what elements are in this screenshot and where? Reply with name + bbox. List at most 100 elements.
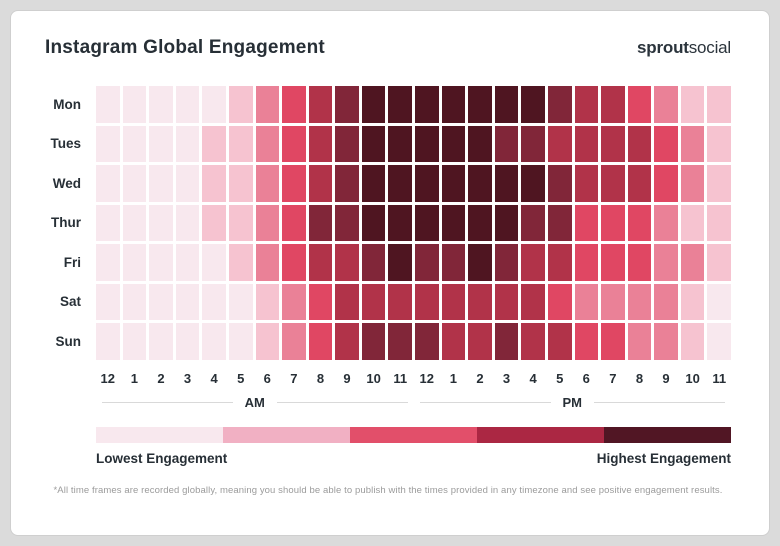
heatmap-cell-thur-10am: [361, 204, 386, 241]
heatmap-cell-sun-3pm: [494, 323, 519, 360]
heatmap-cell-thur-5pm: [547, 204, 572, 241]
heatmap-cell-sun-8pm: [627, 323, 652, 360]
heatmap-cell-wed-6pm: [574, 165, 599, 202]
hour-tick-12am: 12: [100, 370, 116, 386]
heatmap-cell-sun-10am: [361, 323, 386, 360]
heatmap-cell-fri-10am: [361, 244, 386, 281]
heatmap-cell-tues-5pm: [547, 125, 572, 162]
row-label-mon: Mon: [53, 96, 81, 112]
heatmap-cell-wed-11pm: [707, 165, 731, 202]
legend-segment-4: [477, 426, 604, 443]
heatmap-cell-sat-6am: [255, 283, 280, 320]
heatmap-cell-sat-1am: [122, 283, 147, 320]
axis-line: [594, 401, 725, 403]
heatmap-cell-mon-4am: [202, 86, 226, 123]
heatmap-cell-sun-1am: [122, 323, 147, 360]
heatmap-cell-thur-7pm: [601, 204, 625, 241]
heatmap-cell-tues-12pm: [415, 125, 439, 162]
heatmap-cell-sun-11am: [388, 323, 412, 360]
hour-tick-2am: 2: [157, 370, 165, 386]
heatmap-cell-wed-5pm: [547, 165, 572, 202]
heatmap-cell-thur-8am: [308, 204, 333, 241]
footnote: *All time frames are recorded globally, …: [53, 484, 723, 496]
heatmap-cell-sun-11pm: [707, 323, 731, 360]
heatmap-cell-tues-3pm: [494, 125, 519, 162]
heatmap-cell-wed-8pm: [627, 165, 652, 202]
heatmap-cell-sun-5am: [228, 323, 253, 360]
heatmap-cell-sat-4pm: [521, 283, 545, 320]
heatmap-cell-sat-7pm: [601, 283, 625, 320]
heatmap-cell-thur-2pm: [468, 204, 492, 241]
hour-tick-3pm: 3: [502, 370, 511, 386]
heatmap-cell-fri-7am: [282, 244, 306, 281]
heatmap-cell-thur-4pm: [521, 204, 545, 241]
heatmap-cell-mon-10pm: [680, 86, 705, 123]
axis-line: [419, 401, 551, 403]
row-label-tues: Tues: [50, 136, 81, 152]
heatmap-cell-fri-2am: [149, 244, 173, 281]
hour-tick-10pm: 10: [685, 370, 700, 386]
hour-tick-4pm: 4: [529, 370, 537, 386]
heatmap-cell-wed-1pm: [441, 165, 466, 202]
heatmap-cell-thur-7am: [282, 204, 306, 241]
hour-tick-4am: 4: [210, 370, 218, 386]
heatmap-cell-sun-6pm: [574, 323, 599, 360]
heatmap-cell-sat-2pm: [468, 283, 492, 320]
heatmap-cell-wed-10am: [361, 165, 386, 202]
legend-segment-5: [604, 426, 731, 443]
chart-card: Instagram Global Engagement sproutsocial…: [10, 10, 770, 536]
heatmap-cell-fri-4pm: [521, 244, 545, 281]
heatmap-cell-tues-3am: [175, 125, 200, 162]
heatmap-cell-tues-11am: [388, 125, 412, 162]
row-label-thur: Thur: [51, 215, 81, 231]
row-label-wed: Wed: [52, 175, 81, 191]
hour-axis: 12 1 2 3 4 5 6 7 8 9 10 11 12 1 2 3 4 5 6 7 8 9 10 11: [45, 371, 731, 386]
heatmap-cell-tues-10pm: [680, 125, 705, 162]
heatmap-cell-mon-9pm: [654, 86, 678, 123]
heatmap-cell-sun-6am: [255, 323, 280, 360]
heatmap-cell-thur-1pm: [441, 204, 466, 241]
heatmap-cell-mon-7am: [282, 86, 306, 123]
heatmap-cell-thur-6am: [255, 204, 280, 241]
heatmap-cell-fri-11pm: [707, 244, 731, 281]
heatmap-cell-wed-9am: [335, 165, 359, 202]
heatmap-cell-thur-3am: [175, 204, 200, 241]
heatmap-cell-fri-5am: [228, 244, 253, 281]
heatmap-cell-thur-12pm: [415, 204, 439, 241]
heatmap-cell-fri-12pm: [415, 244, 439, 281]
pm-section: PM: [414, 395, 732, 410]
heatmap-cell-mon-1am: [122, 86, 147, 123]
heatmap-cell-sun-8am: [308, 323, 333, 360]
heatmap-cell-fri-1pm: [441, 244, 466, 281]
hour-tick-7pm: 7: [609, 370, 617, 386]
heatmap-cell-sun-12am: [96, 323, 120, 360]
ampm-axis: AM PM: [96, 395, 731, 410]
heatmap-cell-wed-4pm: [521, 165, 545, 202]
axis-spacer: [45, 371, 93, 386]
heatmap-cell-wed-3pm: [494, 165, 519, 202]
hour-tick-5am: 5: [237, 370, 245, 386]
heatmap-cell-wed-2am: [149, 165, 173, 202]
page-title: Instagram Global Engagement: [45, 37, 325, 58]
heatmap-cell-tues-2pm: [468, 125, 492, 162]
row-label-sat: Sat: [59, 294, 81, 310]
heatmap-cell-fri-4am: [202, 244, 226, 281]
heatmap-cell-fri-11am: [388, 244, 412, 281]
lowest-engagement-label: Lowest Engagement: [96, 450, 228, 466]
heatmap-cell-sat-5am: [228, 283, 253, 320]
heatmap-cell-mon-4pm: [521, 86, 545, 123]
heatmap-cell-sun-7pm: [601, 323, 625, 360]
am-label: AM: [244, 394, 265, 410]
heatmap-cell-fri-9pm: [654, 244, 678, 281]
heatmap-cell-thur-4am: [202, 204, 226, 241]
legend-segment-3: [350, 426, 477, 443]
heatmap-cell-tues-7am: [282, 125, 306, 162]
heatmap-cell-mon-10am: [361, 86, 386, 123]
logo-text-light: social: [688, 38, 731, 57]
heatmap-cell-sat-3pm: [494, 283, 519, 320]
hour-tick-7am: 7: [290, 370, 298, 386]
heatmap-cell-mon-2pm: [468, 86, 492, 123]
heatmap-cell-thur-6pm: [574, 204, 599, 241]
heatmap-cell-mon-7pm: [601, 86, 625, 123]
heatmap-cell-tues-12am: [96, 125, 120, 162]
